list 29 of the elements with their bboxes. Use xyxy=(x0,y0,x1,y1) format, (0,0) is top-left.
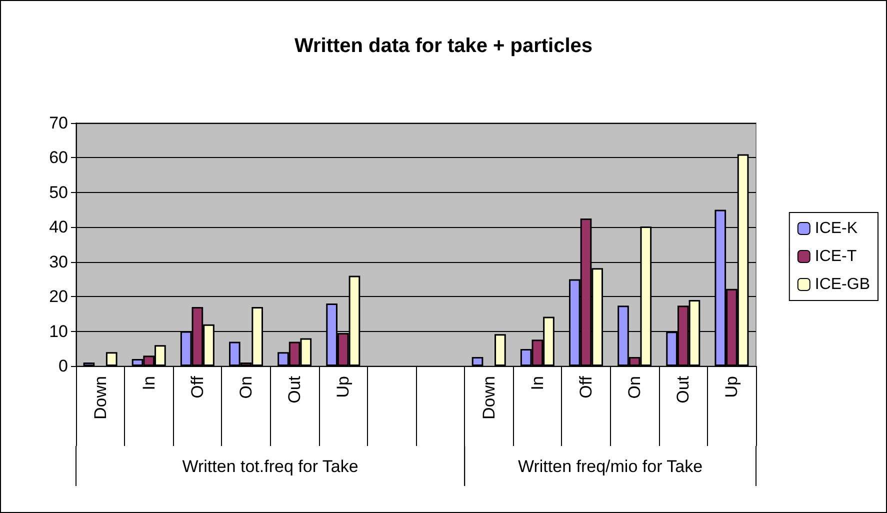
bar xyxy=(472,356,484,366)
x-tick-label: Down xyxy=(479,376,498,420)
x-tick-label: Out xyxy=(674,376,693,404)
legend-label: ICE-T xyxy=(814,248,857,265)
text: Written tot.freq for Take xyxy=(182,457,358,476)
bar xyxy=(494,334,506,366)
y-tick-label: 50 xyxy=(49,182,68,202)
text: Written freq/mio for Take xyxy=(518,457,703,476)
y-tick-label: 70 xyxy=(49,114,68,132)
x-tick-label: On xyxy=(236,376,256,399)
legend-label: ICE-GB xyxy=(814,276,870,293)
x-tick-label: On xyxy=(625,376,644,399)
x-tick-label: In xyxy=(528,376,547,390)
y-tick-label: 30 xyxy=(49,252,68,272)
y-tick-label: 20 xyxy=(49,287,68,306)
legend-label: ICE-K xyxy=(814,220,858,237)
chart-title: Written data for take + particles xyxy=(294,35,593,57)
x-tick-label: In xyxy=(139,376,158,390)
y-tick-label: 60 xyxy=(49,148,68,168)
x-tick-label: Off xyxy=(576,376,596,398)
x-tick-label: Down xyxy=(90,376,110,420)
y-tick-label: 0 xyxy=(58,356,68,376)
y-tick-label: 40 xyxy=(49,218,68,237)
x-tick-label: Up xyxy=(334,376,353,398)
x-tick-label: Up xyxy=(722,376,742,398)
bar xyxy=(106,352,118,366)
x-tick-label: Off xyxy=(188,376,207,398)
x-tick-label: Out xyxy=(285,376,304,404)
y-tick-label: 10 xyxy=(49,322,68,341)
